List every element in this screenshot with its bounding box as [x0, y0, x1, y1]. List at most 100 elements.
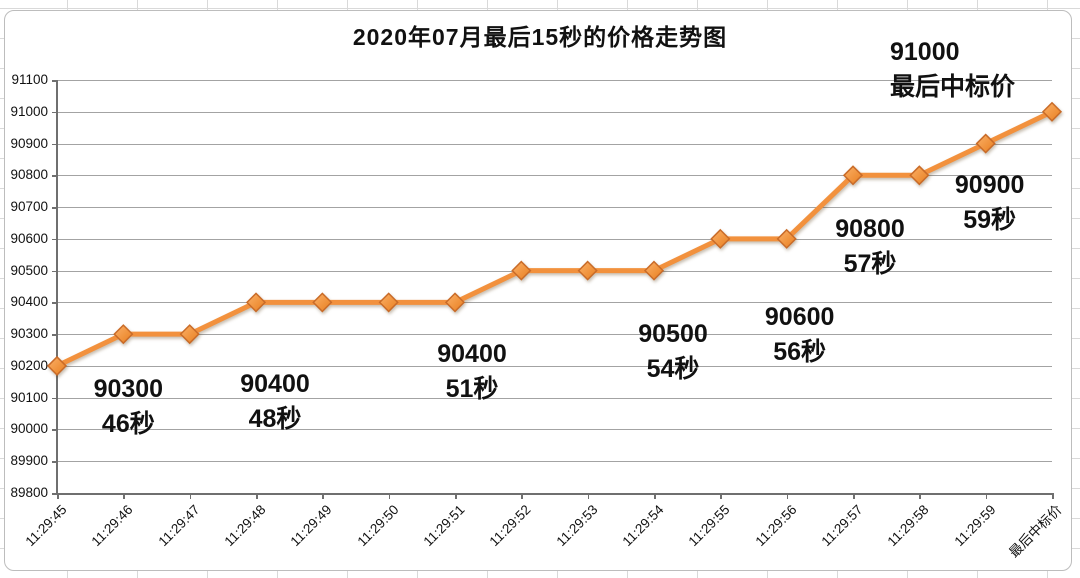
- data-point-marker: [245, 292, 267, 313]
- x-axis-tick: [57, 493, 59, 499]
- data-label-time: 51秒: [445, 375, 499, 404]
- y-axis-tick-label: 91100: [11, 72, 48, 87]
- data-label: 90500 54秒: [573, 317, 773, 387]
- y-axis-tick-label: 90500: [10, 262, 48, 278]
- data-label-time: 48秒: [248, 405, 302, 434]
- data-point-marker: [1041, 101, 1063, 122]
- y-axis-tick-label: 89900: [10, 453, 48, 469]
- gridline: [57, 175, 1052, 177]
- y-axis-tick-label: 90600: [10, 230, 48, 246]
- y-axis-tick-label: 89800: [10, 485, 48, 500]
- y-axis-tick: [52, 207, 57, 209]
- gridline: [57, 238, 1052, 240]
- y-axis-tick: [52, 80, 57, 82]
- data-point-marker: [643, 260, 665, 281]
- gridline: [57, 429, 1052, 431]
- data-label-price: 90400: [437, 340, 507, 369]
- y-axis-tick-label: 90700: [10, 199, 48, 215]
- gridline: [57, 302, 1052, 304]
- y-axis-tick: [52, 334, 57, 336]
- gridline: [57, 111, 1052, 113]
- x-axis-tick: [919, 493, 921, 499]
- data-label: 90800 57秒: [770, 212, 970, 282]
- gridline: [57, 461, 1052, 463]
- data-label-price: 90600: [764, 302, 835, 331]
- y-axis-tick: [52, 397, 57, 400]
- x-axis-tick: [123, 493, 125, 499]
- x-axis-tick: [1052, 493, 1054, 499]
- y-axis-line: [56, 80, 58, 493]
- x-axis-tick: [256, 493, 258, 499]
- data-point-marker: [511, 260, 532, 281]
- data-label-time: 56秒: [773, 337, 827, 366]
- data-point-marker: [909, 165, 930, 186]
- y-axis-tick-label: 90400: [10, 294, 48, 310]
- x-axis-line: [56, 493, 1053, 495]
- data-label-time: 最后中标价: [890, 72, 1016, 101]
- y-axis-tick-label: 91000: [10, 103, 48, 119]
- gridline: [57, 334, 1052, 336]
- y-axis-tick-label: 90200: [10, 357, 48, 373]
- data-point-marker: [179, 324, 200, 345]
- data-point-marker: [113, 324, 134, 345]
- data-label-time: 57秒: [843, 250, 897, 279]
- y-axis-tick: [52, 270, 57, 273]
- x-axis-tick: [322, 493, 324, 499]
- y-axis-tick-label: 90100: [10, 389, 48, 405]
- x-axis-tick: [985, 493, 988, 499]
- chart-canvas[interactable]: [4, 10, 1072, 571]
- y-axis-tick: [52, 429, 57, 431]
- x-axis-tick: [388, 493, 391, 499]
- data-label: 90600 56秒: [700, 300, 900, 370]
- data-label-price: 90500: [638, 319, 708, 348]
- y-axis-tick-label: 90900: [10, 135, 48, 151]
- data-label: 90900 59秒: [890, 168, 1080, 238]
- data-label-price: 90800: [835, 215, 905, 244]
- x-axis-tick: [455, 493, 457, 499]
- data-point-marker: [577, 260, 598, 281]
- data-point-marker: [842, 165, 864, 186]
- gridline: [57, 397, 1052, 399]
- data-label: 90400 51秒: [372, 337, 572, 407]
- y-axis-tick: [52, 302, 57, 304]
- x-axis-tick: [786, 493, 789, 499]
- data-point-marker: [776, 228, 797, 249]
- data-label-time: 46秒: [101, 410, 155, 439]
- gridline: [57, 365, 1052, 367]
- price-line: [54, 109, 1055, 369]
- data-point-marker: [378, 292, 399, 313]
- y-axis-tick-label: 90000: [10, 421, 48, 437]
- data-point-marker: [710, 228, 731, 249]
- data-label-price: 90400: [240, 370, 310, 399]
- data-label-price: 91000: [890, 37, 960, 66]
- data-point-marker: [312, 292, 333, 313]
- y-axis-tick: [52, 461, 57, 463]
- x-axis-tick: [853, 493, 855, 499]
- y-axis-tick: [52, 238, 57, 241]
- y-axis-tick-label: 90300: [10, 326, 48, 342]
- data-label: 90300 46秒: [28, 372, 228, 442]
- y-axis-tick: [52, 175, 57, 177]
- gridline: [57, 207, 1052, 209]
- y-axis-tick: [52, 493, 57, 495]
- data-point-marker: [975, 133, 996, 154]
- x-axis-tick: [189, 493, 192, 499]
- y-axis-tick: [52, 143, 57, 146]
- y-axis-tick-label: 90800: [10, 167, 48, 183]
- x-axis-tick: [654, 493, 656, 499]
- data-label-time: 54秒: [646, 354, 700, 383]
- gridline: [57, 143, 1052, 145]
- chart-title: 2020年07月最后15秒的价格走势图: [352, 24, 728, 50]
- x-axis-tick: [521, 493, 523, 499]
- x-axis-tick: [587, 493, 590, 499]
- data-label-price: 90300: [93, 375, 164, 404]
- data-label: 90400 48秒: [175, 367, 375, 437]
- y-axis-tick: [52, 111, 57, 114]
- data-label: 91000 最后中标价: [890, 35, 1015, 105]
- gridline: [57, 80, 1052, 81]
- data-label-time: 59秒: [963, 205, 1017, 234]
- x-axis-tick: [720, 493, 722, 499]
- data-point-marker: [46, 355, 68, 376]
